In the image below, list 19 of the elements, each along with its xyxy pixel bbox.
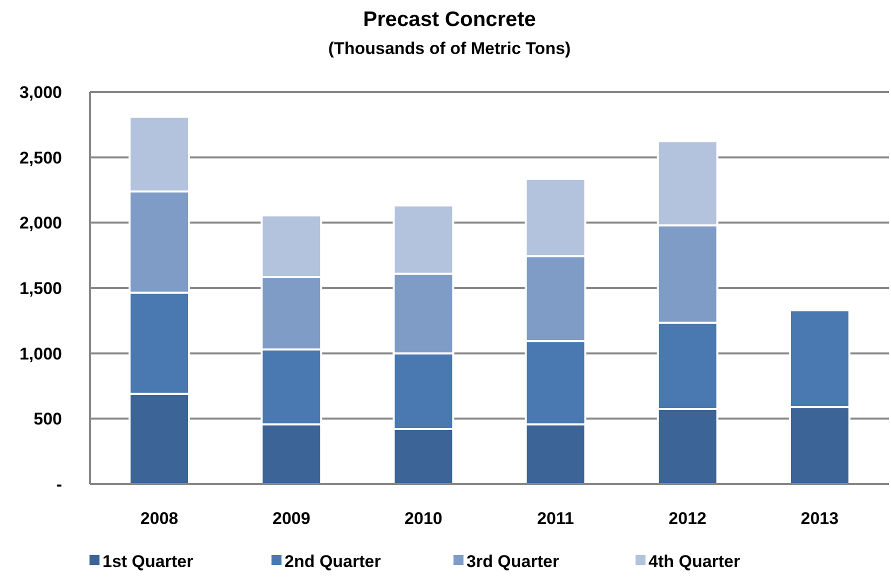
legend-label: 3rd Quarter <box>466 552 560 571</box>
chart-subtitle: (Thousands of of Metric Tons) <box>328 39 571 58</box>
y-tick-label: - <box>56 475 62 494</box>
x-tick-label: 2012 <box>668 509 707 528</box>
x-tick-label: 2011 <box>537 509 574 528</box>
y-tick-label: 2,500 <box>19 148 62 168</box>
x-tick-label: 2013 <box>800 509 839 528</box>
x-tick-label: 2010 <box>404 509 442 528</box>
legend-label: 1st Quarter <box>102 552 194 571</box>
y-tick-label: 1,000 <box>19 344 62 364</box>
y-tick-label: 500 <box>34 410 62 429</box>
y-tick-label: 3,000 <box>19 83 62 102</box>
x-tick-label: 2008 <box>140 509 178 528</box>
chart-title: Precast Concrete <box>363 8 536 31</box>
legend-label: 2nd Quarter <box>284 552 382 571</box>
y-tick-label: 2,000 <box>19 214 62 233</box>
y-tick-label: 1,500 <box>19 279 62 298</box>
x-tick-label: 2009 <box>272 509 310 528</box>
legend-label: 4th Quarter <box>648 552 741 571</box>
